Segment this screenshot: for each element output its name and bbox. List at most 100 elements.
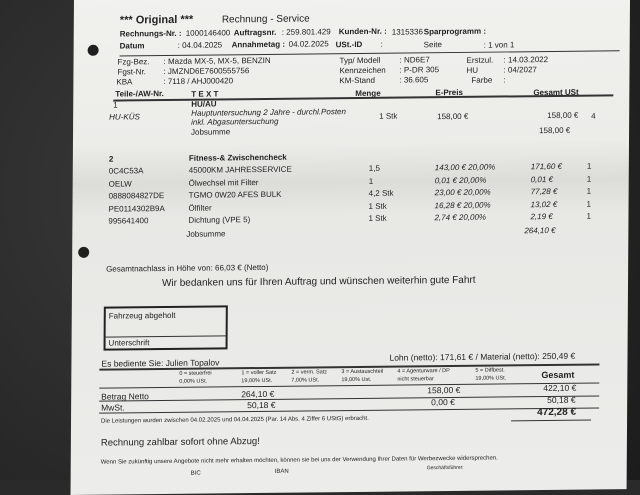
item-ust: 1	[586, 174, 592, 184]
typ-label: Typ/ Modell	[339, 55, 381, 66]
tax-header: 1 = voller Satz	[241, 369, 277, 377]
job-title: Fitness-& Zwischencheck	[188, 152, 287, 163]
item-gesamt: 77,28 €	[530, 186, 558, 197]
document-title: Rechnung - Service	[221, 13, 310, 26]
signature-label: Unterschrift	[108, 338, 150, 348]
mwst-voll: 50,18 €	[247, 399, 276, 411]
tax-header: 2 = verm. Satz	[291, 369, 328, 376]
item-text: Ölwechsel mit Filter	[188, 177, 259, 188]
payment-terms: Rechnung zahlbar sofort ohne Abzug!	[100, 435, 260, 449]
bic-label: BIC	[190, 470, 201, 477]
kba-label: KBA	[116, 77, 133, 87]
divider	[105, 335, 226, 338]
item-gesamt: 0,01 €	[530, 174, 554, 184]
item-ust: 1	[586, 186, 592, 196]
item-menge: 4,2 Stk	[368, 188, 394, 198]
item-gesamt: 13,02 €	[530, 199, 558, 209]
tax-header: 0 = steuerfrei	[179, 370, 212, 377]
farbe: :	[503, 75, 506, 85]
netto-gesamt: 422,10 €	[543, 382, 577, 394]
tax-header: 19,00% USt.	[241, 377, 273, 385]
item-ust: 1	[586, 211, 591, 221]
discount-note: Gesamtnachlass in Höhe von: 66,03 € (Net…	[106, 262, 269, 274]
item-nr: 0888084827DE	[108, 191, 165, 201]
item-epreis: 143,00 € 20,00%	[434, 162, 496, 173]
annahmetag-label: Annahmetag :	[231, 39, 286, 50]
fzg-bez-label: Fzg-Bez.	[117, 57, 150, 67]
punch-hole	[78, 246, 90, 258]
fzg-bez: : Mazda MX-5, MX-5, BENZIN	[163, 55, 271, 67]
erstzul-label: Erstzul.	[466, 55, 494, 65]
tax-header: 7,00% USt.	[291, 377, 320, 384]
item-epreis: 16,28 € 20,00%	[434, 200, 491, 210]
total-amount: 472,28 €	[537, 406, 577, 419]
thanks-message: Wir bedanken uns für Ihren Auftrag und w…	[161, 274, 476, 290]
job-number: 1	[113, 100, 118, 110]
fgst: : JMZND6E7600555756	[163, 66, 250, 77]
divider	[511, 419, 592, 422]
job-number: 2	[108, 154, 114, 164]
item-epreis: 2,74 € 20,00%	[434, 212, 487, 223]
item-epreis: 0,01 € 20,00%	[434, 175, 487, 185]
pickup-box: Fahrzeug abgeholt Unterschrift	[103, 305, 228, 351]
iban-label: IBAN	[274, 468, 289, 475]
item-epreis: 23,00 € 20,00%	[434, 187, 491, 198]
tax-header: nicht steuerbar	[397, 376, 434, 383]
tax-header: 19,00% USt.	[475, 375, 507, 382]
netto-voll: 264,10 €	[241, 388, 275, 400]
invoice-paper: *** Original *** Rechnung - Service Rech…	[70, 0, 631, 495]
ust-id: :	[380, 39, 383, 49]
fgst-label: Fgst-Nr.	[117, 67, 146, 77]
gf-label: Geschäftsführer:	[426, 464, 464, 472]
item-menge: 1 Stk	[379, 111, 398, 121]
pickup-label: Fahrzeug abgeholt	[108, 310, 176, 321]
item-ust: 1	[586, 161, 592, 171]
item-menge: 1	[368, 176, 374, 186]
lohn-material: Lohn (netto): 171,61 € / Material (netto…	[389, 350, 576, 363]
divider	[99, 407, 600, 414]
auftragsnr-label: Auftragsnr.	[233, 27, 277, 38]
rechnungs-nr-label: Rechnungs-Nr. :	[119, 28, 182, 39]
mwst-gesamt: 50,18 €	[547, 394, 576, 405]
sparprogramm-label: Sparprogramm :	[423, 26, 487, 37]
tax-header: 0,00% USt.	[179, 378, 208, 385]
erstzul: : 14.03.2022	[503, 55, 549, 65]
item-menge: 1,5	[368, 163, 380, 173]
part-number: HU-KÜS	[109, 112, 140, 122]
seite-label: Seite	[423, 40, 442, 50]
typ: : ND6E7	[399, 55, 430, 65]
annahmetag: 04.02.2025	[288, 39, 329, 49]
item-nr: OELW	[108, 178, 132, 189]
item-text: Ölfilter	[188, 203, 212, 213]
km-label: KM-Stand	[339, 75, 376, 86]
hu-label: HU	[466, 65, 479, 75]
kennzeichen: : P-DR 305	[399, 65, 440, 75]
datum-label: Datum	[119, 41, 145, 51]
item-nr: 0C4C53A	[108, 166, 144, 176]
netto-agentur: 158,00 €	[427, 384, 461, 396]
km-stand: : 36.605	[399, 75, 429, 85]
auftragsnr: : 259.801.429	[281, 27, 331, 37]
item-nr: PE0114302B9A	[108, 203, 165, 214]
jobsumme-label: Jobsumme	[186, 229, 226, 239]
item-epreis: 158,00 €	[437, 111, 469, 122]
item-gesamt: 2,19 €	[530, 211, 553, 222]
divider	[99, 382, 600, 389]
kunden-nr: 1315336	[391, 27, 423, 37]
gesamt-label: Gesamt	[541, 369, 575, 381]
header-teile: Teile-/AW-Nr.	[115, 89, 164, 99]
item-gesamt: 171,60 €	[530, 161, 563, 172]
item-ust: 4	[591, 111, 596, 121]
item-menge: 1 Stk	[368, 201, 387, 211]
mwst-label: MwSt.	[101, 402, 125, 413]
rechnungs-nr: 1000146400	[185, 28, 231, 38]
kba: : 7118 / AHJ000420	[163, 76, 234, 87]
jobsumme: 264,10 €	[524, 225, 556, 236]
item-gesamt: 158,00 €	[547, 110, 579, 121]
farbe-label: Farbe	[471, 75, 493, 85]
item-text: Dichtung (VPE 5)	[188, 215, 251, 225]
item-menge: 1 Stk	[368, 213, 387, 223]
job-title: HU/AU	[191, 99, 217, 109]
datum: : 04.04.2025	[177, 40, 223, 50]
item-text: inkl. Abgasuntersuchung	[191, 116, 279, 127]
